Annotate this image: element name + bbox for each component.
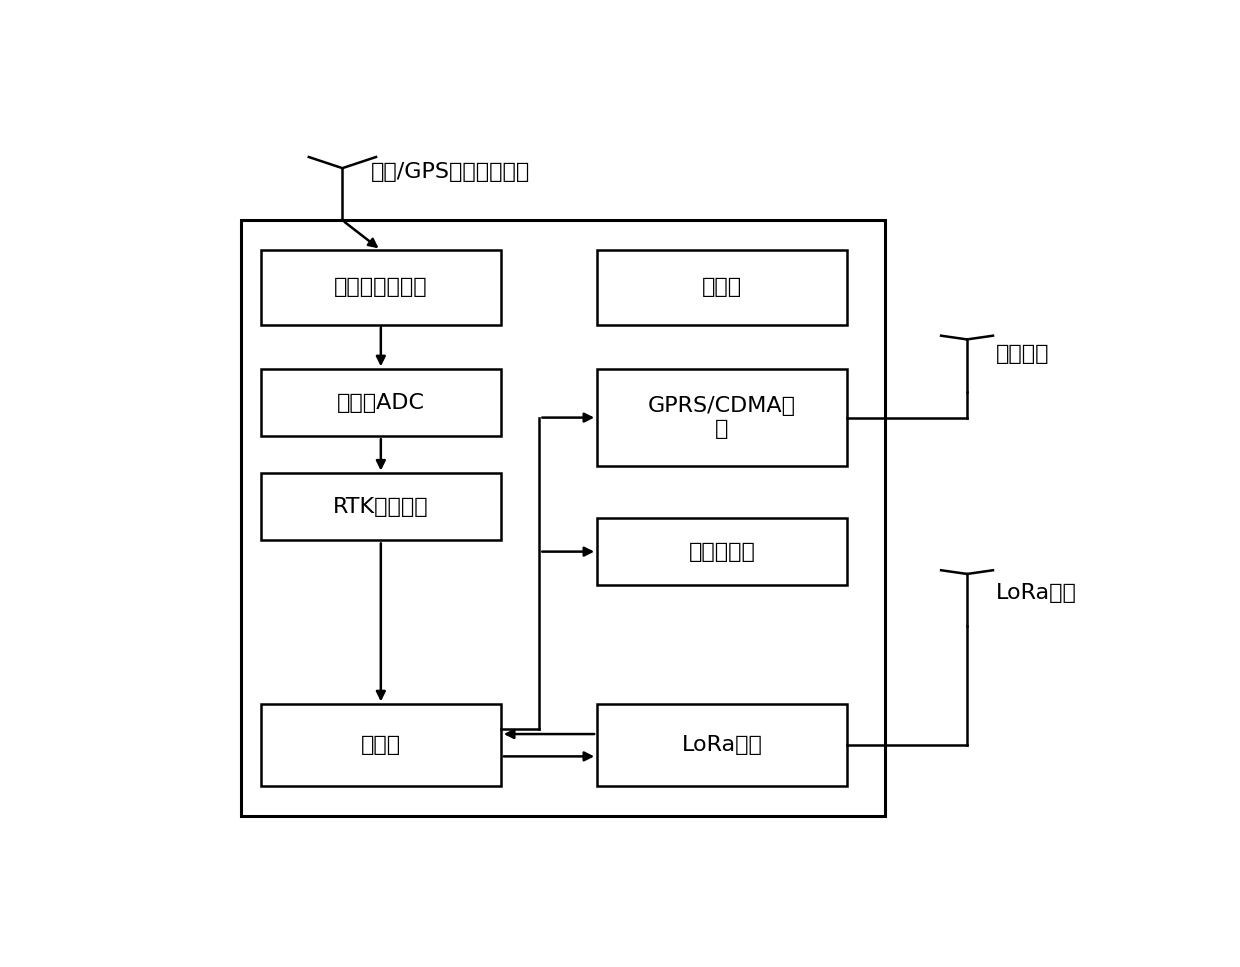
Text: 基带天线: 基带天线 bbox=[996, 344, 1049, 365]
Text: 高精度ADC: 高精度ADC bbox=[337, 393, 425, 413]
Text: 北斗/GPS卫星接收天线: 北斗/GPS卫星接收天线 bbox=[371, 161, 531, 182]
Text: 前置信号放大器: 前置信号放大器 bbox=[334, 278, 428, 297]
Text: LoRa天线: LoRa天线 bbox=[996, 582, 1076, 602]
Bar bbox=[260, 250, 501, 325]
Bar bbox=[242, 220, 885, 816]
Text: 数据存储区: 数据存储区 bbox=[688, 542, 755, 562]
Bar bbox=[260, 474, 501, 541]
Bar bbox=[260, 369, 501, 436]
Text: GPRS/CDMA模
块: GPRS/CDMA模 块 bbox=[649, 396, 796, 439]
Bar bbox=[596, 250, 847, 325]
Text: 蓄电池: 蓄电池 bbox=[702, 278, 742, 297]
Text: LoRa模块: LoRa模块 bbox=[682, 735, 763, 755]
Bar bbox=[596, 704, 847, 786]
Text: 单片机: 单片机 bbox=[361, 735, 401, 755]
Text: RTK处理模块: RTK处理模块 bbox=[334, 497, 429, 517]
Bar bbox=[596, 518, 847, 585]
Bar bbox=[260, 704, 501, 786]
Bar bbox=[596, 369, 847, 466]
